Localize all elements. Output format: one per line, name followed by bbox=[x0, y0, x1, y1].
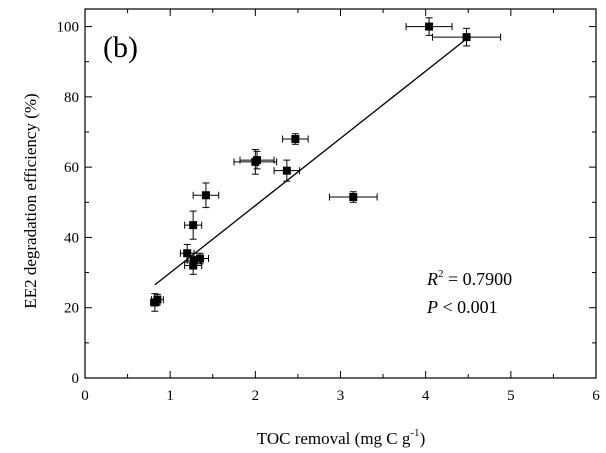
data-point bbox=[195, 254, 204, 263]
data-point bbox=[425, 22, 434, 31]
regression-line-group bbox=[154, 38, 467, 286]
data-point bbox=[253, 156, 262, 165]
data-point bbox=[153, 295, 162, 304]
panel-label: (b) bbox=[103, 31, 138, 64]
plot-area-frame bbox=[84, 8, 597, 379]
y-tick-label: 80 bbox=[64, 90, 79, 106]
y-tick-label: 40 bbox=[64, 230, 79, 246]
data-point bbox=[183, 249, 192, 258]
r-squared-annotation: R2 = 0.7900 bbox=[426, 268, 512, 289]
x-tick-label: 6 bbox=[592, 388, 600, 404]
data-point bbox=[462, 33, 471, 42]
x-tick-label: 4 bbox=[422, 388, 430, 404]
x-tick-label: 3 bbox=[337, 388, 345, 404]
y-axis-label: EE2 degradation efficiency (%) bbox=[21, 93, 40, 308]
regression-line bbox=[154, 38, 467, 286]
x-tick-label: 2 bbox=[252, 388, 260, 404]
x-tick-label: 5 bbox=[507, 388, 515, 404]
data-point bbox=[291, 135, 300, 144]
data-point bbox=[201, 191, 210, 200]
y-tick-label: 60 bbox=[64, 160, 79, 176]
data-point bbox=[349, 193, 358, 202]
error-bars bbox=[150, 17, 502, 312]
data-point bbox=[189, 221, 198, 230]
axis-ticks bbox=[84, 9, 597, 379]
y-tick-label: 100 bbox=[57, 20, 80, 36]
x-tick-label: 1 bbox=[166, 388, 174, 404]
x-axis-label: TOC removal (mg C g-1) bbox=[257, 427, 425, 448]
data-point bbox=[189, 261, 198, 270]
data-points bbox=[150, 22, 471, 307]
data-point bbox=[282, 166, 291, 175]
p-value-annotation: P < 0.001 bbox=[426, 297, 498, 317]
x-tick-label: 0 bbox=[81, 388, 89, 404]
y-tick-label: 20 bbox=[64, 301, 79, 317]
y-tick-label: 0 bbox=[72, 371, 80, 387]
data-point bbox=[190, 256, 199, 265]
